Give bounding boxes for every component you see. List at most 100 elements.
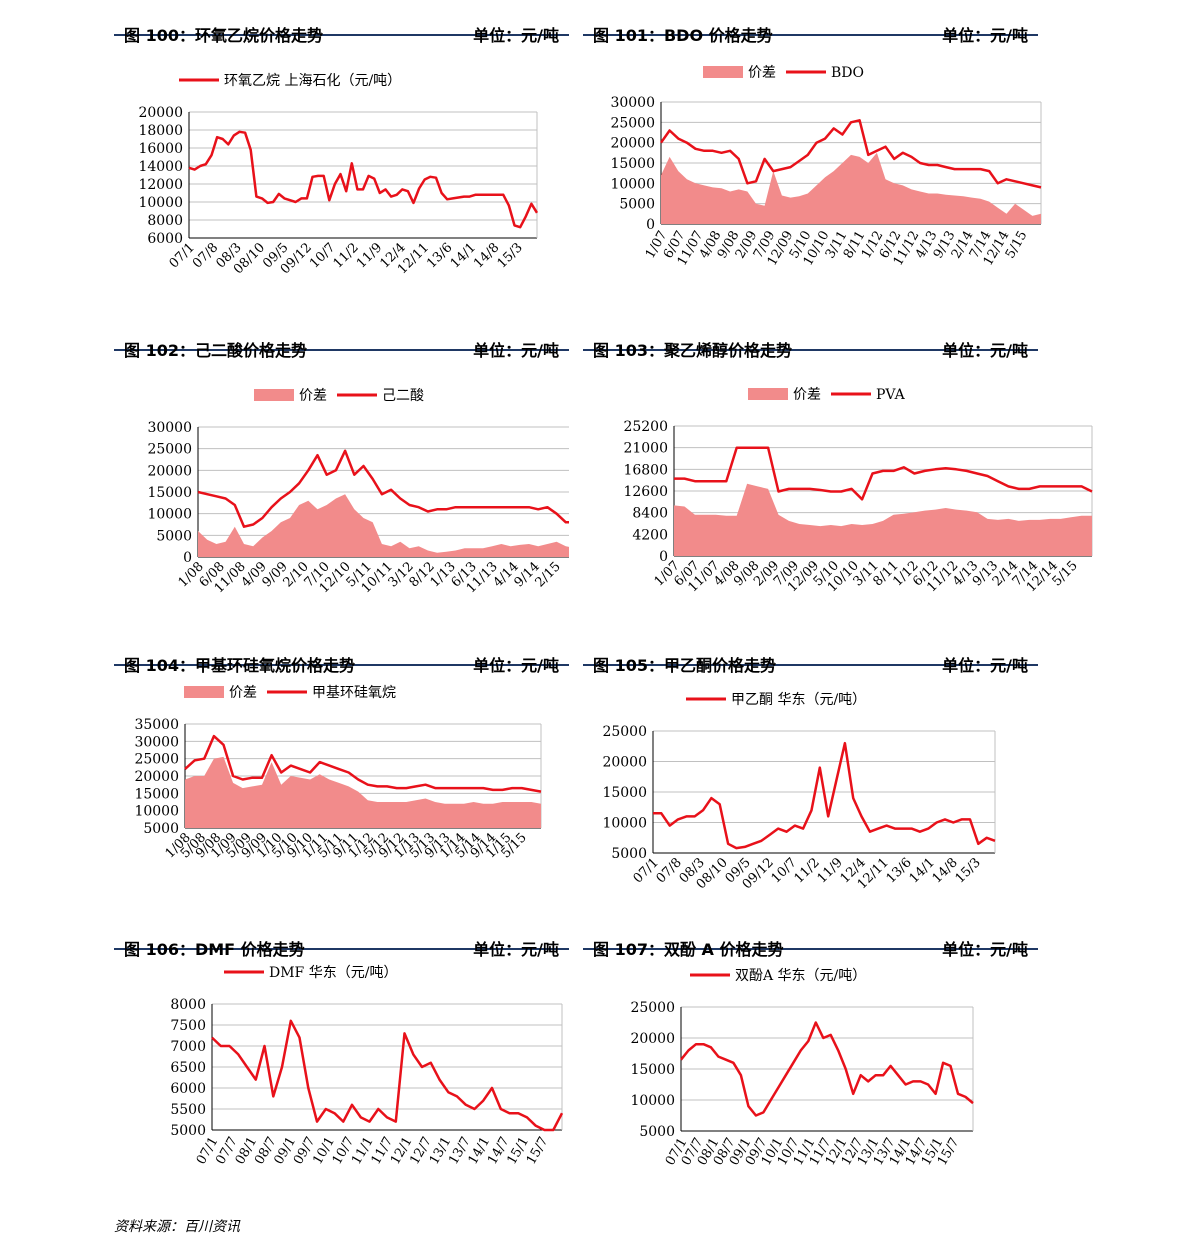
x-tick-label: 14/8 — [471, 240, 502, 271]
series-area-价差 — [661, 152, 1041, 224]
legend-label: 环氧乙烷 上海石化（元/吨） — [224, 73, 401, 89]
x-tick-label: 10/7 — [307, 240, 338, 271]
panel-header: 图 104：甲基环硅氧烷价格走势 单位：元/吨 — [114, 634, 569, 675]
legend-label: BDO — [831, 65, 864, 81]
panel-header: 图 100：环氧乙烷价格走势 单位：元/吨 — [114, 4, 569, 45]
y-tick-label: 30000 — [147, 420, 192, 436]
y-tick-label: 18000 — [138, 123, 183, 139]
y-tick-label: 25000 — [630, 1000, 675, 1016]
panel-header: 图 103：聚乙烯醇价格走势 单位：元/吨 — [583, 319, 1038, 360]
legend-swatch — [703, 66, 743, 78]
y-tick-label: 6500 — [170, 1060, 206, 1076]
series-line-己二酸 — [197, 449, 569, 528]
y-tick-label: 8000 — [147, 213, 183, 229]
series-line-甲乙酮 华东（元/吨） — [653, 741, 996, 850]
y-tick-label: 7000 — [170, 1039, 206, 1055]
legend-swatch — [748, 388, 788, 400]
x-tick-label: 11/2 — [792, 855, 823, 886]
y-tick-label: 0 — [183, 550, 192, 566]
x-tick-label: 14/1 — [448, 240, 479, 271]
panel-header: 图 105：甲乙酮价格走势 单位：元/吨 — [583, 634, 1038, 675]
panel-103: 图 103：聚乙烯醇价格走势 单位：元/吨 0 4200 8400 12600 1680… — [583, 319, 1093, 595]
y-tick-label: 21000 — [623, 441, 668, 457]
x-tick-label: 07/8 — [654, 855, 685, 886]
panel-102: 图 102：己二酸价格走势 单位：元/吨 0 5000 10000 15000 2000… — [114, 319, 569, 596]
y-tick-label: 25000 — [602, 724, 647, 740]
chart-p101: 0500010000150002000025000300001/076/0711… — [610, 65, 1042, 268]
y-tick-label: 20000 — [138, 105, 183, 121]
chart-unit: 单位：元/吨 — [473, 341, 559, 360]
legend-label: 价差 — [748, 65, 776, 81]
chart-title: 图 104：甲基环硅氧烷价格走势 — [124, 656, 355, 675]
y-tick-label: 10000 — [147, 507, 192, 523]
series-area-价差 — [198, 494, 569, 557]
y-tick-label: 0 — [646, 217, 655, 233]
series-line-环氧乙烷 上海石化（元/吨） — [188, 130, 539, 229]
y-tick-label: 35000 — [134, 717, 179, 733]
panel-107: 图 107：双酚 A 价格走势 单位：元/吨 5000 10000 15000 200… — [583, 918, 1038, 1168]
y-tick-label: 5000 — [156, 528, 192, 544]
chart-title: 图 102：己二酸价格走势 — [124, 341, 307, 360]
series-line-PVA — [674, 446, 1093, 501]
y-tick-label: 4200 — [632, 527, 668, 543]
chart-p103: 042008400126001680021000252001/076/0711/… — [623, 387, 1093, 595]
x-tick-label: 14/8 — [930, 855, 961, 886]
y-tick-label: 5000 — [143, 821, 179, 837]
y-tick-label: 7500 — [170, 1018, 206, 1034]
y-tick-label: 10000 — [602, 816, 647, 832]
legend-label: PVA — [876, 387, 906, 403]
x-tick-label: 11/9 — [815, 855, 846, 886]
y-tick-label: 10000 — [630, 1093, 675, 1109]
y-tick-label: 5000 — [170, 1123, 206, 1139]
chart-unit: 单位：元/吨 — [473, 940, 559, 959]
chart-title: 图 103：聚乙烯醇价格走势 — [593, 341, 792, 360]
y-tick-label: 20000 — [602, 755, 647, 771]
x-tick-label: 13/6 — [884, 855, 915, 886]
x-tick-label: 10/7 — [769, 855, 800, 886]
chart-p102: 0500010000150002000025000300001/086/0811… — [147, 388, 569, 596]
series-area-价差 — [674, 483, 1092, 556]
panel-header: 图 107：双酚 A 价格走势 单位：元/吨 — [583, 918, 1038, 959]
panel-header: 图 106：DMF 价格走势 单位：元/吨 — [114, 918, 569, 959]
chart-unit: 单位：元/吨 — [942, 341, 1028, 360]
y-tick-label: 20000 — [610, 136, 655, 152]
chart-p106: 500055006000650070007500800007/107/708/1… — [170, 965, 564, 1167]
y-tick-label: 5500 — [170, 1102, 206, 1118]
legend-swatch — [184, 686, 224, 698]
y-tick-label: 6000 — [170, 1081, 206, 1097]
chart-title: 图 106：DMF 价格走势 — [124, 940, 305, 959]
y-tick-label: 5000 — [611, 846, 647, 862]
chart-title: 图 105：甲乙酮价格走势 — [593, 656, 776, 675]
y-tick-label: 15000 — [630, 1062, 675, 1078]
chart-p107: 50001000015000200002500007/107/708/108/7… — [630, 968, 974, 1168]
source-note: 资料来源：百川资讯 — [114, 1219, 240, 1235]
y-tick-label: 6000 — [147, 231, 183, 247]
y-tick-label: 5000 — [619, 197, 655, 213]
chart-p105: 50001000015000200002500007/107/808/308/1… — [602, 692, 996, 892]
y-tick-label: 14000 — [138, 159, 183, 175]
legend-swatch — [254, 389, 294, 401]
y-tick-label: 15000 — [610, 156, 655, 172]
y-tick-label: 10000 — [610, 176, 655, 192]
y-tick-label: 15000 — [134, 786, 179, 802]
panel-105: 图 105：甲乙酮价格走势 单位：元/吨 5000 10000 15000 20000… — [583, 634, 1038, 892]
chart-p100: 6000 8000 10000 12000 14000 16000 18000 20000 07… — [138, 73, 539, 277]
series-line-BDO — [659, 119, 1042, 189]
chart-title: 图 101：BDO 价格走势 — [593, 26, 773, 45]
panel-header: 图 102：己二酸价格走势 单位：元/吨 — [114, 319, 569, 360]
x-tick-label: 11/2 — [331, 240, 362, 271]
y-tick-label: 5000 — [639, 1124, 675, 1140]
chart-title: 图 107：双酚 A 价格走势 — [593, 940, 784, 959]
x-tick-label: 07/8 — [190, 240, 221, 271]
panel-100: 图 100：环氧乙烷价格走势 单位：元/吨 6000 8000 10000 12000… — [114, 4, 569, 277]
chart-p104: 50001000015000200002500030000350001/085/… — [134, 684, 542, 861]
y-tick-label: 16800 — [623, 462, 668, 478]
chart-unit: 单位：元/吨 — [942, 940, 1028, 959]
legend-label: 己二酸 — [382, 388, 424, 404]
y-tick-label: 20000 — [147, 463, 192, 479]
panel-101: 图 101：BDO 价格走势 单位：元/吨 0 5000 10000 15000 200… — [583, 4, 1042, 268]
panel-104: 图 104：甲基环硅氧烷价格走势 单位：元/吨 5000 10000 15000 20… — [114, 634, 569, 861]
x-tick-label: 11/9 — [354, 240, 385, 271]
chart-unit: 单位：元/吨 — [942, 26, 1028, 45]
y-tick-label: 15000 — [147, 485, 192, 501]
